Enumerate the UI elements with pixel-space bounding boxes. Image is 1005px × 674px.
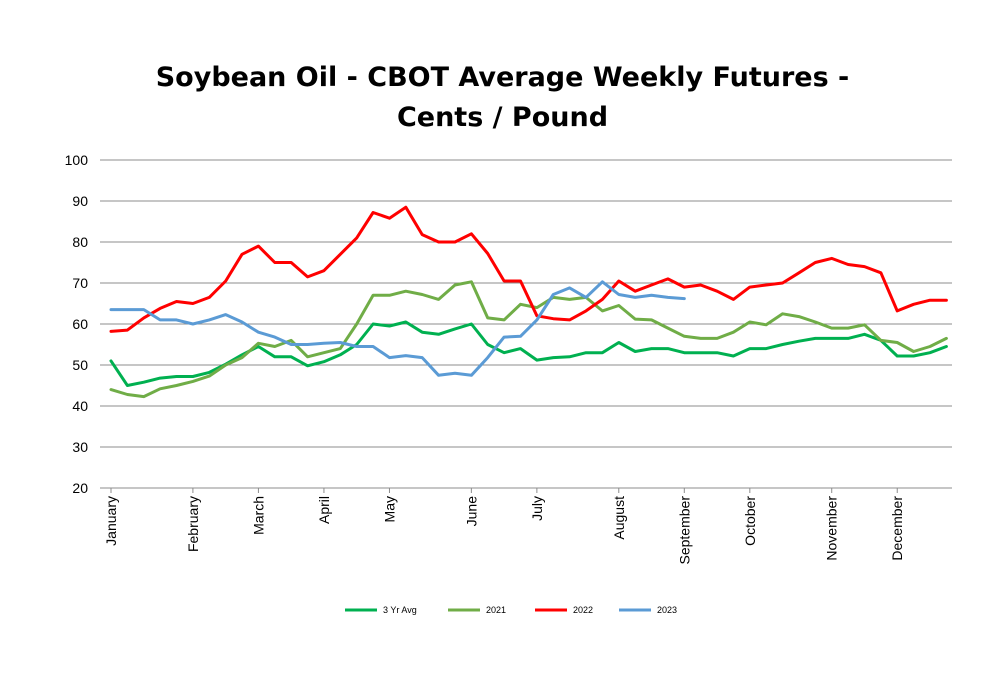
- x-tick-label-september: September: [676, 496, 692, 565]
- y-tick-label: 40: [72, 398, 88, 414]
- y-tick-label: 60: [72, 316, 88, 332]
- series-lines: [109, 205, 948, 399]
- y-tick-label: 90: [72, 193, 88, 209]
- legend-label: 2022: [573, 605, 593, 615]
- x-tick-label-february: February: [185, 496, 201, 552]
- series-line-2022: [109, 205, 948, 333]
- x-tick-label-august: August: [611, 496, 627, 540]
- y-tick-label: 20: [72, 480, 88, 496]
- series-line-3-yr-avg: [109, 320, 948, 387]
- legend: 3 Yr Avg 2021 2022 2023: [345, 605, 677, 615]
- y-tick-label: 70: [72, 275, 88, 291]
- x-tick-label-october: October: [742, 496, 758, 546]
- legend-label: 2023: [657, 605, 677, 615]
- y-tick-label: 30: [72, 439, 88, 455]
- gridlines: [100, 159, 952, 489]
- x-axis: January February March April May June July Augu…: [103, 488, 905, 564]
- y-tick-label: 100: [65, 152, 89, 168]
- x-tick-label-june: June: [463, 496, 479, 527]
- x-tick-label-march: March: [250, 496, 266, 535]
- x-tick-label-april: April: [316, 496, 332, 524]
- y-tick-label: 50: [72, 357, 88, 373]
- legend-label: 3 Yr Avg: [383, 605, 417, 615]
- y-axis: 20 30 40 50 60 70 80 90 100: [65, 152, 89, 496]
- chart-title-line-2: Cents / Pound: [396, 102, 609, 133]
- x-tick-label-november: November: [824, 496, 840, 561]
- x-tick-label-july: July: [529, 496, 545, 521]
- chart-title-line-1: Soybean Oil - CBOT Average Weekly Future…: [155, 62, 850, 93]
- x-tick-label-january: January: [103, 496, 119, 546]
- chart-title: Soybean Oil - CBOT Average Weekly Future…: [0, 58, 1005, 138]
- legend-label: 2021: [486, 605, 506, 615]
- series-line-2023: [109, 280, 686, 377]
- x-tick-label-december: December: [889, 496, 905, 561]
- series-line-2021: [109, 280, 948, 399]
- y-tick-label: 80: [72, 234, 88, 250]
- x-tick-label-may: May: [381, 496, 397, 522]
